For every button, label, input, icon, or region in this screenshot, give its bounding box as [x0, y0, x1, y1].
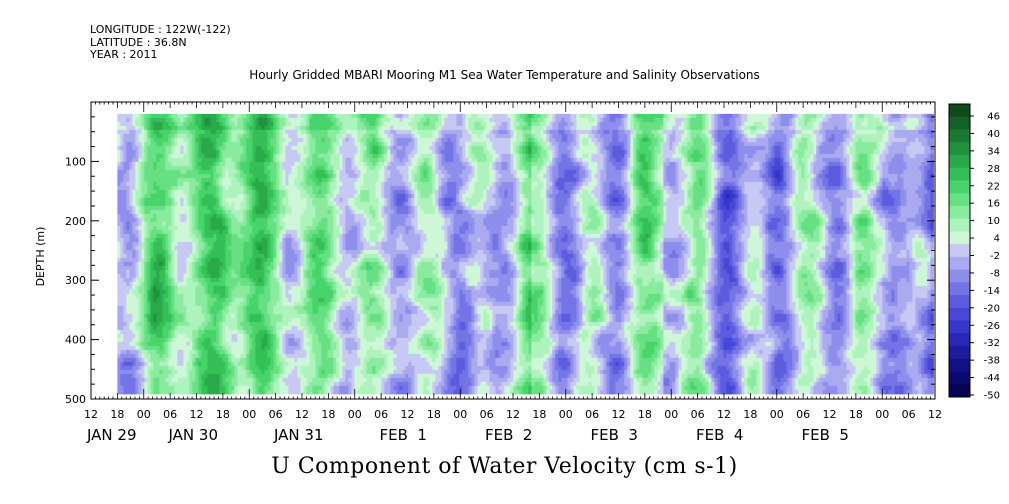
x-hour-label: 18	[216, 408, 230, 421]
x-date-label: JAN 30	[168, 426, 219, 444]
x-hour-label: 18	[743, 408, 757, 421]
x-date-label: FEB 5	[802, 426, 849, 444]
y-tick-label: 200	[65, 215, 86, 228]
colorbar-swatch	[949, 372, 970, 385]
x-hour-label: 06	[374, 408, 388, 421]
colorbar-swatch	[949, 384, 970, 397]
colorbar-swatch	[949, 308, 970, 321]
colorbar-swatch	[949, 155, 970, 168]
x-hour-label: 18	[321, 408, 335, 421]
x-hour-label: 12	[84, 408, 98, 421]
colorbar-swatch	[949, 359, 970, 372]
x-date-label: FEB 1	[380, 426, 427, 444]
colorbar-label: -8	[990, 268, 1000, 279]
x-hour-label: 18	[849, 408, 863, 421]
x-hour-label: 00	[875, 408, 889, 421]
colorbar-swatch	[949, 346, 970, 359]
y-axis-label: DEPTH (m)	[34, 227, 47, 287]
x-hour-label: 18	[532, 408, 546, 421]
y-tick-label: 100	[65, 155, 86, 168]
x-hour-label: 06	[691, 408, 705, 421]
colorbar-label: 28	[987, 164, 1000, 175]
x-hour-label: 12	[612, 408, 626, 421]
colorbar-label: -32	[984, 338, 1000, 349]
colorbar-label: 10	[987, 216, 1000, 227]
x-hour-label: 00	[664, 408, 678, 421]
colorbar-label: 40	[987, 129, 1000, 140]
x-date-label: FEB 2	[485, 426, 532, 444]
x-hour-label: 12	[717, 408, 731, 421]
x-hour-label: 12	[401, 408, 415, 421]
x-date-label: FEB 3	[591, 426, 638, 444]
colorbar: 46 40 34 28 22 16 10 4 -2 -8 -14 -20 -26 -32 -38 -44 -50	[949, 104, 1000, 402]
colorbar-label: -26	[984, 321, 1000, 332]
x-hour-label: 12	[928, 408, 942, 421]
x-hour-label: 06	[585, 408, 599, 421]
x-hour-label: 18	[638, 408, 652, 421]
chart-title: U Component of Water Velocity (cm s-1)	[0, 454, 1009, 479]
x-hour-label: 00	[242, 408, 256, 421]
colorbar-swatch	[949, 270, 970, 283]
colorbar-label: -50	[984, 391, 1000, 402]
colorbar-swatch	[949, 219, 970, 232]
colorbar-swatch	[949, 117, 970, 130]
colorbar-swatch	[949, 295, 970, 308]
x-date-label: JAN 29	[86, 426, 137, 444]
colorbar-swatch	[949, 104, 970, 117]
x-hour-label: 00	[770, 408, 784, 421]
x-hour-label: 18	[110, 408, 124, 421]
colorbar-swatch	[949, 282, 970, 295]
x-hour-label: 00	[348, 408, 362, 421]
y-tick-label: 300	[65, 274, 86, 287]
colorbar-label: 22	[987, 181, 1000, 192]
colorbar-swatch	[949, 142, 970, 155]
colorbar-swatch	[949, 193, 970, 206]
x-hour-label: 06	[163, 408, 177, 421]
colorbar-swatch	[949, 333, 970, 346]
colorbar-label: 4	[994, 234, 1000, 245]
colorbar-swatch	[949, 257, 970, 270]
colorbar-swatch	[949, 231, 970, 244]
y-tick-label: 500	[65, 393, 86, 406]
colorbar-swatch	[949, 129, 970, 142]
colorbar-label: -2	[990, 251, 1000, 262]
x-hour-label: 06	[269, 408, 283, 421]
x-date-label: FEB 4	[696, 426, 743, 444]
colorbar-label: -20	[984, 303, 1000, 314]
y-tick-label: 400	[65, 334, 86, 347]
x-hour-label: 18	[427, 408, 441, 421]
x-hour-label: 12	[823, 408, 837, 421]
colorbar-swatch	[949, 244, 970, 257]
x-hour-label: 12	[295, 408, 309, 421]
colorbar-swatch	[949, 206, 970, 219]
x-hour-label: 06	[902, 408, 916, 421]
heatmap-field	[117, 114, 934, 395]
x-hour-label: 00	[137, 408, 151, 421]
x-hour-label: 06	[480, 408, 494, 421]
x-hour-label: 00	[453, 408, 467, 421]
x-hour-label: 06	[796, 408, 810, 421]
x-date-label: JAN 31	[273, 426, 324, 444]
x-hour-label: 00	[559, 408, 573, 421]
colorbar-swatch	[949, 180, 970, 193]
colorbar-label: -38	[984, 356, 1000, 367]
colorbar-label: 46	[987, 112, 1000, 123]
colorbar-label: 16	[987, 199, 1000, 210]
colorbar-label: -14	[984, 286, 1000, 297]
colorbar-label: 34	[987, 146, 1000, 157]
x-hour-label: 12	[190, 408, 204, 421]
colorbar-swatch	[949, 321, 970, 334]
x-hour-label: 12	[506, 408, 520, 421]
colorbar-label: -44	[984, 373, 1000, 384]
colorbar-swatch	[949, 168, 970, 181]
